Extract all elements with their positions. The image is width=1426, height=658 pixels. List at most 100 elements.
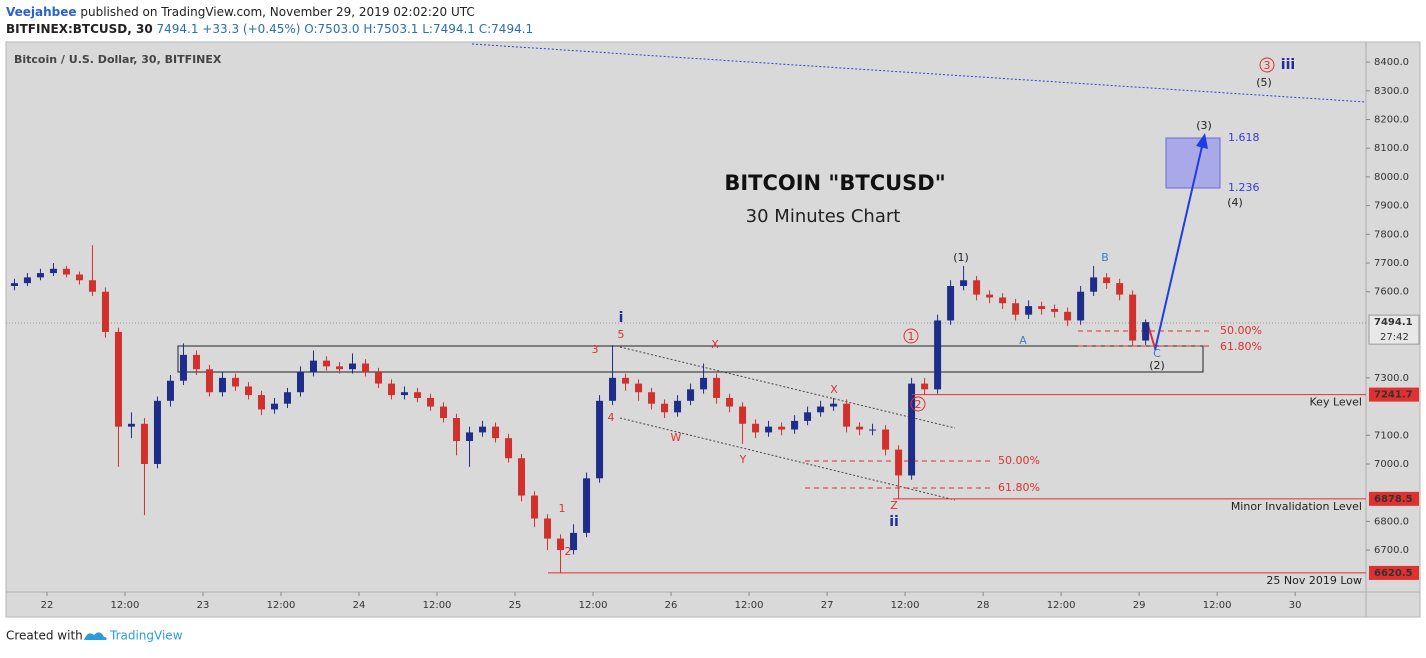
quote: 7494.1 +33.3 (+0.45%) (157, 22, 301, 36)
candle-body (635, 383, 643, 393)
y-tick-label: 8200.0 (1374, 115, 1409, 126)
candle-body (687, 389, 695, 401)
candle-body (661, 403, 669, 413)
candle-body (583, 478, 591, 533)
candle-body (1025, 306, 1033, 315)
price-tag-label: 7494.1 (1374, 317, 1413, 328)
level-tag (1369, 387, 1419, 402)
arrow-head (1196, 133, 1208, 149)
candle-body (10, 283, 18, 286)
candle-body (739, 406, 747, 424)
candle-body (453, 418, 461, 442)
candle-body (921, 383, 929, 390)
footer-created: Created with (6, 629, 83, 643)
x-tick-label: 26 (665, 600, 678, 611)
candle-body (895, 449, 903, 476)
wave-label: (3) (1196, 119, 1212, 132)
x-tick-label: 12:00 (267, 600, 296, 611)
y-tick-label: 7600.0 (1374, 287, 1409, 298)
candle-body (960, 280, 968, 286)
candle-body (218, 377, 226, 393)
level-name: Minor Invalidation Level (1231, 500, 1362, 513)
wave-label: Y (739, 453, 747, 466)
candle-body (101, 291, 109, 332)
candle-body (127, 423, 135, 427)
x-tick-label: 12:00 (423, 600, 452, 611)
candle-body (830, 403, 838, 407)
projection-arrow (1154, 141, 1204, 351)
candle-body (1129, 294, 1137, 341)
candles (10, 245, 1150, 573)
candle-body (322, 360, 330, 367)
candle-body (986, 294, 994, 298)
candle-body (179, 354, 187, 381)
candle-body (726, 397, 734, 407)
candle-body (1116, 283, 1124, 295)
ohlc: O:7503.0 H:7503.1 L:7494.1 C:7494.1 (304, 22, 533, 36)
circle (910, 396, 926, 412)
candle-body (882, 429, 890, 450)
wave-label: 2 (915, 398, 922, 411)
price-tag (1368, 314, 1420, 345)
candle-body (401, 392, 409, 396)
candle-body (49, 268, 57, 274)
candle-body (596, 400, 604, 479)
author[interactable]: Veejahbee (6, 5, 77, 19)
candle-body (23, 277, 31, 284)
channel-line (619, 346, 956, 429)
wave-label: 5 (618, 328, 625, 341)
wave-label: W (671, 431, 682, 444)
candle-body (1142, 322, 1150, 341)
x-tick-label: 12:00 (111, 600, 140, 611)
quote-line: BITFINEX:BTCUSD, 30 7494.1 +33.3 (+0.45%… (6, 22, 533, 36)
candle-body (244, 386, 252, 396)
candle-body (270, 403, 278, 410)
y-tick-label: 8000.0 (1374, 172, 1409, 183)
y-tick-label: 7900.0 (1374, 201, 1409, 212)
y-tick-label: 6800.0 (1374, 516, 1409, 527)
candle-body (869, 429, 877, 431)
candle-body (466, 432, 474, 442)
symbol: BITFINEX:BTCUSD, 30 (6, 22, 153, 36)
candle-body (1064, 311, 1072, 321)
wave-label: Z (890, 499, 898, 512)
candle-body (674, 400, 682, 413)
candle-body (492, 426, 500, 439)
candle-body (114, 331, 122, 427)
x-tick-label: 30 (1289, 600, 1302, 611)
footer-brand[interactable]: TradingView (109, 629, 183, 643)
candle-body (335, 366, 343, 370)
candle-body (531, 495, 539, 519)
candle-body (622, 377, 630, 384)
candle-body (153, 400, 161, 464)
wave-label: 1 (908, 330, 915, 343)
chart-title: Bitcoin / U.S. Dollar, 30, BITFINEX (14, 53, 222, 66)
candle-body (362, 363, 370, 373)
candle-body (778, 426, 786, 430)
candle-body (88, 280, 96, 292)
candle-body (1090, 277, 1098, 292)
y-tick-label: 8100.0 (1374, 143, 1409, 154)
x-tick-label: 25 (509, 600, 522, 611)
x-tick-label: 12:00 (1203, 600, 1232, 611)
x-tick-label: 22 (41, 600, 54, 611)
x-tick-label: 12:00 (579, 600, 608, 611)
wave-label: B (1101, 251, 1109, 264)
wave-label: C (1153, 347, 1161, 360)
y-tick-label: 7800.0 (1374, 229, 1409, 240)
fib-label: 61.80% (998, 481, 1040, 494)
candle-body (309, 360, 317, 373)
target-box (1165, 137, 1221, 189)
candle-body (479, 426, 487, 433)
wave-label: X (711, 338, 719, 351)
wave-label: X (830, 383, 838, 396)
fib-label: 1.618 (1228, 131, 1260, 144)
candle-body (375, 372, 383, 384)
candle-body (388, 383, 396, 396)
candle-body (752, 423, 760, 433)
candle-body (973, 280, 981, 295)
level-tag (1369, 491, 1419, 506)
candle-body (544, 518, 552, 539)
x-tick-label: 12:00 (891, 600, 920, 611)
